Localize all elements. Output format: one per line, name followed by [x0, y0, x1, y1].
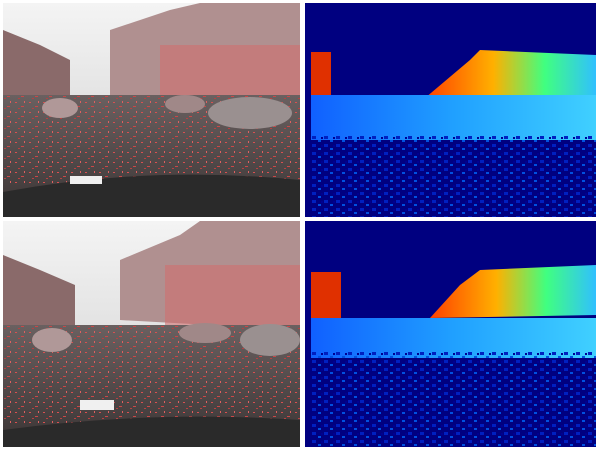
noise: [311, 135, 596, 217]
figure: [0, 0, 599, 450]
region: [311, 95, 596, 140]
depth-bottom-right: [305, 221, 596, 447]
reflection: [80, 400, 114, 410]
car: [32, 328, 72, 352]
reflection: [70, 176, 102, 184]
car: [208, 97, 292, 129]
photo-bottom-left: [3, 221, 300, 447]
red-overlay: [165, 265, 300, 330]
page: [0, 0, 599, 450]
car: [240, 324, 300, 356]
photo-top-left: [3, 3, 300, 217]
car: [179, 323, 231, 343]
region: [311, 272, 341, 324]
noise: [311, 352, 596, 447]
depth-top-right: [305, 3, 596, 217]
region: [311, 52, 331, 102]
car: [42, 98, 78, 118]
car: [165, 95, 205, 113]
